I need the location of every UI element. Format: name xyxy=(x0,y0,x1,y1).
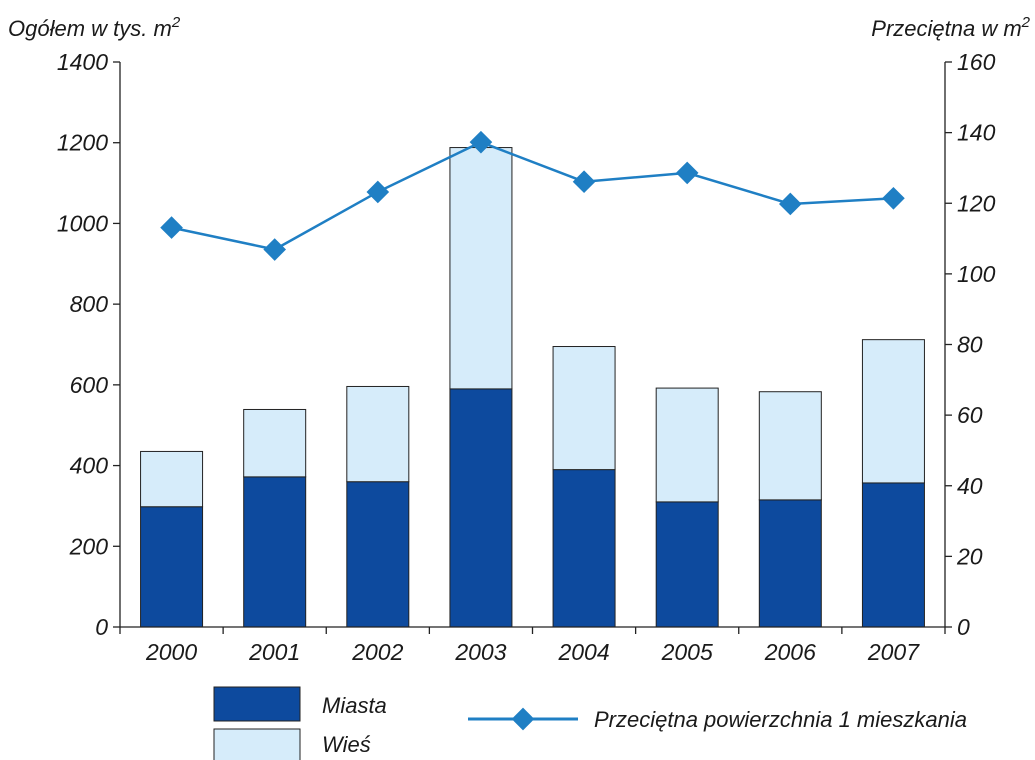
left-tick-label-1000: 1000 xyxy=(57,210,108,236)
line-point-2007 xyxy=(882,186,905,210)
right-tick-label-160: 160 xyxy=(957,49,996,75)
ticks-group: 0 200 400 600 800 1000 1200 1400 0 20 40 60 80 100 120… xyxy=(57,49,996,665)
left-tick-label-400: 400 xyxy=(70,453,109,479)
bar-miasta-2006 xyxy=(758,499,822,628)
right-tick-label-80: 80 xyxy=(957,332,983,358)
line-point-2005 xyxy=(675,161,699,185)
right-tick-label-140: 140 xyxy=(957,120,996,146)
left-tick-label-600: 600 xyxy=(70,372,109,398)
bar-wies-2007 xyxy=(861,339,925,484)
x-tick-label-2003: 2003 xyxy=(454,639,506,665)
bar-miasta-2005 xyxy=(655,501,719,628)
right-tick-label-100: 100 xyxy=(957,261,996,287)
right-tick-label-0: 0 xyxy=(957,614,970,640)
right-tick-label-40: 40 xyxy=(957,473,983,499)
left-axis-title-sup: 2 xyxy=(171,14,181,31)
bar-miasta-2003 xyxy=(449,388,513,628)
bar-wies-2001 xyxy=(243,408,307,478)
legend-swatch-wies xyxy=(213,728,301,760)
x-tick-label-2007: 2007 xyxy=(867,639,920,665)
left-tick-label-200: 200 xyxy=(69,533,109,559)
bar-miasta-2004 xyxy=(552,469,616,628)
x-tick-label-2005: 2005 xyxy=(661,639,713,665)
legend-line-marker xyxy=(511,707,535,731)
bar-miasta-2007 xyxy=(861,482,925,628)
right-tick-label-120: 120 xyxy=(957,190,996,216)
bar-wies-2005 xyxy=(655,387,719,503)
bar-miasta-2001 xyxy=(243,476,307,628)
x-tick-label-2001: 2001 xyxy=(248,639,300,665)
bar-miasta-2002 xyxy=(346,481,410,628)
right-tick-label-20: 20 xyxy=(956,543,983,569)
bar-wies-2006 xyxy=(758,391,822,501)
left-tick-label-1200: 1200 xyxy=(57,130,108,156)
left-axis-title-text: Ogółem w tys. m xyxy=(8,16,172,41)
x-tick-label-2006: 2006 xyxy=(764,639,816,665)
bar-wies-2004 xyxy=(552,346,616,471)
x-tick-label-2002: 2002 xyxy=(351,639,403,665)
line-point-2001 xyxy=(263,238,287,261)
bar-wies-2003 xyxy=(449,147,513,390)
bar-wies-2002 xyxy=(346,385,410,483)
right-axis-title-text: Przeciętna w m xyxy=(871,16,1021,41)
right-axis-title: Przeciętna w m2 xyxy=(871,14,1030,41)
line-point-2004 xyxy=(572,170,596,194)
line-point-2000 xyxy=(160,216,183,239)
line-series-path xyxy=(171,140,894,251)
right-tick-label-60: 60 xyxy=(957,402,983,428)
line-group xyxy=(160,130,905,261)
right-axis-title-sup: 2 xyxy=(1021,14,1031,31)
left-tick-label-1400: 1400 xyxy=(57,49,108,75)
legend-swatch-miasta xyxy=(213,686,301,722)
left-tick-label-800: 800 xyxy=(70,291,109,317)
legend: Miasta Wieś Przeciętna powierzchnia 1 mi… xyxy=(213,686,967,760)
line-point-2006 xyxy=(778,192,802,216)
x-tick-label-2000: 2000 xyxy=(145,639,197,665)
legend-label-line: Przeciętna powierzchnia 1 mieszkania xyxy=(594,707,967,732)
legend-label-miasta: Miasta xyxy=(322,693,387,718)
bar-wies-2000 xyxy=(140,450,204,508)
legend-label-wies: Wieś xyxy=(322,732,371,757)
left-tick-label-0: 0 xyxy=(95,614,108,640)
line-point-2002 xyxy=(366,180,390,204)
bars-group xyxy=(140,147,925,628)
left-axis-title: Ogółem w tys. m2 xyxy=(8,14,181,41)
bar-miasta-2000 xyxy=(140,506,204,628)
x-tick-label-2004: 2004 xyxy=(557,639,609,665)
